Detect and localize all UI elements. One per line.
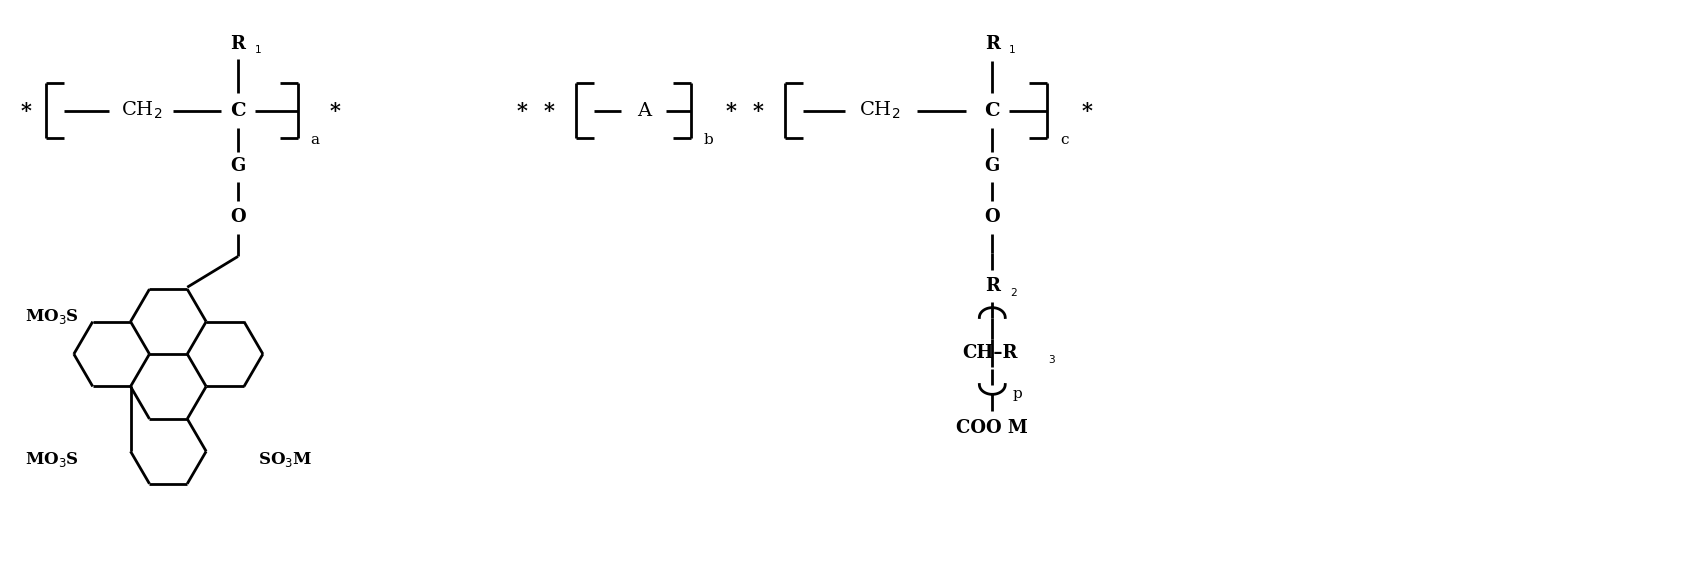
Text: *: * (726, 101, 736, 120)
Text: *: * (330, 101, 340, 120)
Text: $_1$: $_1$ (1008, 43, 1017, 56)
Text: CH$_2$: CH$_2$ (858, 100, 901, 121)
Text: COO M: COO M (957, 419, 1028, 437)
Text: A: A (638, 102, 651, 120)
Text: *: * (20, 101, 32, 120)
Text: *: * (1081, 101, 1093, 120)
Text: G: G (984, 157, 1000, 175)
Text: p: p (1012, 387, 1022, 402)
Text: R: R (984, 277, 1000, 295)
Text: SO$_3$M: SO$_3$M (258, 450, 313, 469)
Text: CH$_2$: CH$_2$ (121, 100, 162, 121)
Text: MO$_3$S: MO$_3$S (26, 307, 78, 326)
Text: *: * (753, 101, 763, 120)
Text: MO$_3$S: MO$_3$S (26, 450, 78, 469)
Text: CH–R: CH–R (962, 344, 1018, 362)
Text: $_2$: $_2$ (1010, 285, 1018, 299)
Text: O: O (984, 208, 1000, 226)
Text: G: G (231, 157, 245, 175)
Text: c: c (1061, 133, 1069, 147)
Text: a: a (309, 133, 320, 147)
Text: R: R (984, 35, 1000, 53)
Text: C: C (984, 102, 1000, 120)
Text: R: R (231, 35, 245, 53)
Text: $_1$: $_1$ (253, 43, 262, 56)
Text: C: C (230, 102, 246, 120)
Text: *: * (517, 101, 527, 120)
Text: *: * (544, 101, 554, 120)
Text: O: O (230, 208, 246, 226)
Text: b: b (704, 133, 714, 147)
Text: $_3$: $_3$ (1047, 352, 1056, 366)
